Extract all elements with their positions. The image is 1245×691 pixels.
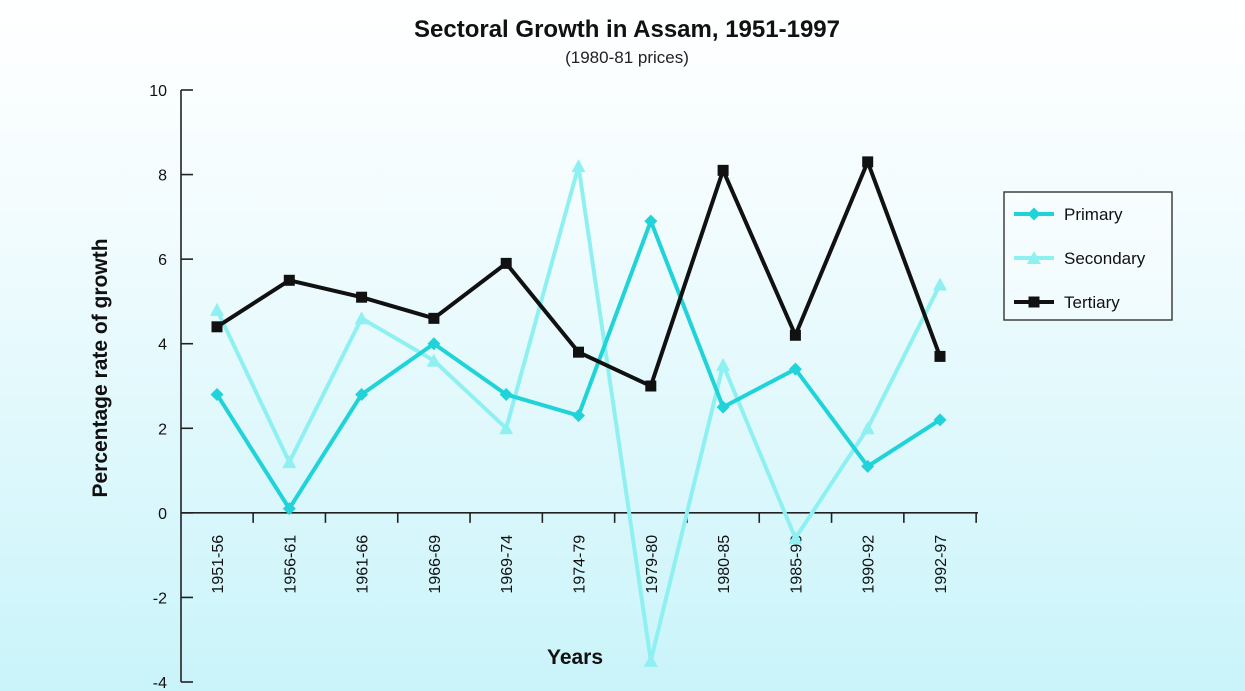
data-point-secondary xyxy=(788,531,803,545)
x-tick-label: 1992-97 xyxy=(933,535,950,594)
data-point-primary xyxy=(282,502,296,516)
data-point-primary xyxy=(933,413,947,427)
y-axis-label: Percentage rate of growth xyxy=(89,238,112,497)
y-tick-label: 10 xyxy=(149,83,167,100)
data-point-tertiary xyxy=(428,312,440,324)
data-point-secondary xyxy=(933,277,947,291)
legend-marker-tertiary xyxy=(1028,296,1040,308)
x-tick-label: 1969-74 xyxy=(499,535,516,594)
data-point-secondary xyxy=(210,302,224,316)
data-point-tertiary xyxy=(500,257,512,269)
chart-subtitle: (1980-81 prices) xyxy=(565,48,689,67)
y-tick-label: -2 xyxy=(153,590,167,607)
data-point-secondary xyxy=(354,311,369,325)
y-tick-label: 0 xyxy=(158,506,167,523)
series-line-primary xyxy=(215,219,942,511)
y-tick-label: -4 xyxy=(153,675,167,691)
data-point-primary xyxy=(716,400,730,414)
x-tick-label: 1990-92 xyxy=(861,535,878,594)
data-point-tertiary xyxy=(573,346,584,358)
data-point-primary xyxy=(427,337,441,351)
data-point-primary xyxy=(210,387,224,401)
y-tick-label: 4 xyxy=(158,337,167,354)
x-tick-label: 1956-61 xyxy=(282,535,299,594)
y-tick-label: 2 xyxy=(158,421,167,438)
data-point-secondary xyxy=(282,455,297,469)
legend-label-primary: Primary xyxy=(1064,205,1123,224)
legend-label-secondary: Secondary xyxy=(1064,249,1146,268)
data-point-primary xyxy=(644,214,658,228)
x-tick-label: 1974-79 xyxy=(572,535,589,594)
data-point-tertiary xyxy=(211,321,223,333)
chart-title: Sectoral Growth in Assam, 1951-1997 xyxy=(414,16,840,43)
data-point-secondary xyxy=(643,653,658,667)
y-tick-label: 6 xyxy=(158,252,167,269)
data-point-primary xyxy=(861,459,875,473)
data-point-tertiary xyxy=(283,274,295,286)
x-tick-label: 1979-80 xyxy=(644,535,661,594)
data-point-tertiary xyxy=(645,380,657,392)
x-tick-label: 1980-85 xyxy=(716,535,733,594)
legend-marker-secondary xyxy=(1027,251,1041,264)
data-point-tertiary xyxy=(717,164,729,176)
data-point-primary xyxy=(499,387,513,401)
x-tick-label: 1985-90 xyxy=(788,535,805,594)
legend-marker-primary xyxy=(1027,207,1041,221)
x-tick-label: 1961-66 xyxy=(355,535,372,594)
x-tick-label: 1966-69 xyxy=(427,535,444,594)
data-point-primary xyxy=(572,409,585,423)
y-tick-label: 8 xyxy=(158,168,167,185)
data-point-tertiary xyxy=(789,329,801,341)
data-point-tertiary xyxy=(934,350,946,362)
data-point-secondary xyxy=(716,357,731,371)
data-point-primary xyxy=(355,387,369,401)
legend-label-tertiary: Tertiary xyxy=(1064,293,1120,312)
x-axis-label: Years xyxy=(547,646,603,669)
x-tick-label: 1951-56 xyxy=(210,535,227,594)
data-point-secondary xyxy=(571,159,586,173)
data-point-tertiary xyxy=(862,156,874,168)
data-point-secondary xyxy=(499,421,514,435)
data-point-primary xyxy=(788,362,802,376)
data-point-secondary xyxy=(860,421,875,435)
data-point-secondary xyxy=(426,353,441,367)
data-point-tertiary xyxy=(356,291,368,303)
